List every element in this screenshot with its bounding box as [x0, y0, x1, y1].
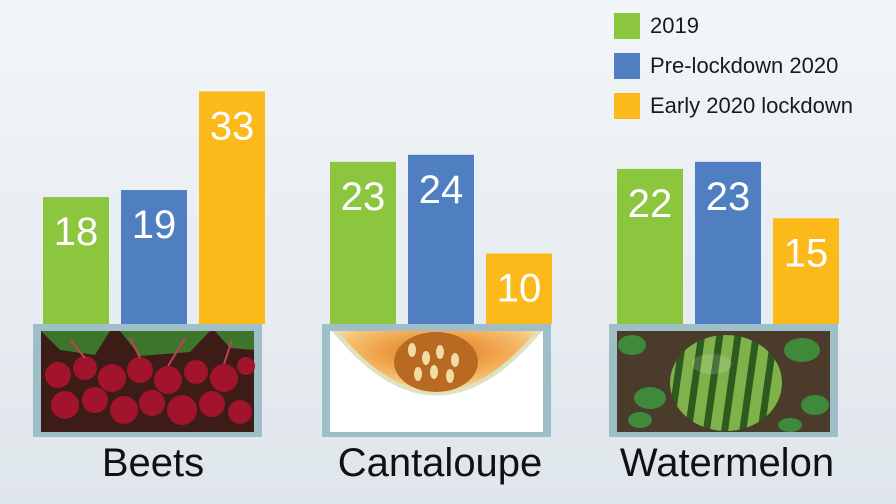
bar-beets-0	[43, 197, 109, 324]
bar-watermelon-1	[695, 161, 761, 324]
bar-value-label: 10	[497, 267, 542, 311]
legend-item-early-lockdown: Early 2020 lockdown	[614, 86, 853, 126]
bar-value-label: 18	[54, 210, 99, 254]
cantaloupe-photo	[322, 324, 551, 437]
legend-label-2019: 2019	[650, 13, 699, 38]
bar-value-label: 19	[132, 203, 177, 247]
bar-value-label: 23	[706, 175, 751, 219]
bar-cantaloupe-1	[408, 154, 474, 324]
bar-beets-1	[121, 190, 187, 324]
bar-value-label: 23	[341, 175, 386, 219]
bar-cantaloupe-2	[486, 253, 552, 324]
bar-value-label: 15	[784, 231, 829, 275]
legend-swatch-pre-lockdown	[614, 53, 640, 79]
bar-watermelon-0	[617, 168, 683, 324]
legend-label-early-lockdown: Early 2020 lockdown	[650, 93, 854, 118]
category-label-beets: Beets	[102, 441, 204, 485]
bar-cantaloupe-0	[330, 161, 396, 324]
beets-photo	[33, 324, 262, 437]
watermelon-photo	[609, 324, 838, 437]
bar-value-label: 22	[628, 182, 673, 226]
legend-item-pre-lockdown: Pre-lockdown 2020	[614, 46, 853, 86]
bar-value-label: 33	[210, 104, 255, 148]
bar-beets-2	[199, 91, 265, 324]
category-label-watermelon: Watermelon	[620, 441, 834, 485]
category-label-cantaloupe: Cantaloupe	[338, 441, 543, 485]
bar-value-label: 24	[419, 168, 464, 212]
legend: 2019 Pre-lockdown 2020 Early 2020 lockdo…	[614, 6, 853, 126]
bar-watermelon-2	[773, 218, 839, 324]
legend-swatch-early-lockdown	[614, 93, 640, 119]
legend-swatch-2019	[614, 13, 640, 39]
legend-item-2019: 2019	[614, 6, 853, 46]
legend-label-pre-lockdown: Pre-lockdown 2020	[650, 53, 839, 78]
